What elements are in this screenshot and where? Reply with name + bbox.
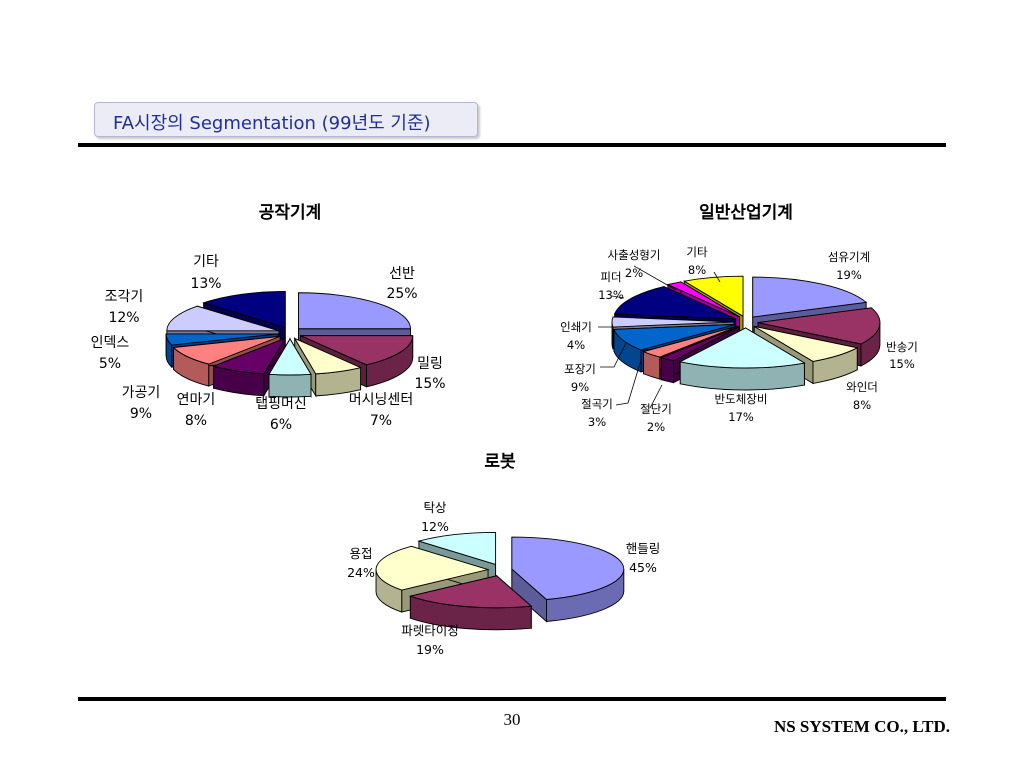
slice-밀링	[300, 335, 414, 366]
slice-label: 탭핑머신	[255, 396, 307, 412]
slice-value: 2%	[647, 420, 665, 434]
slice-포장기	[613, 323, 736, 351]
slice-와인더	[753, 325, 859, 362]
slice-label: 반도체장비	[715, 392, 768, 406]
slice-value: 12%	[421, 519, 449, 534]
slice-반송기	[757, 307, 881, 345]
slice-가공기	[172, 335, 281, 365]
slice-value: 5%	[99, 356, 121, 372]
slice-선반	[298, 292, 411, 330]
slice-value: 13%	[598, 288, 624, 302]
slice-label: 절단기	[640, 402, 672, 416]
slice-탁상	[417, 531, 497, 566]
slice-label: 파렛타이징	[401, 623, 459, 638]
slice-value: 7%	[370, 413, 392, 429]
slice-value: 6%	[270, 417, 292, 433]
slice-피더	[613, 286, 736, 320]
slice-value: 8%	[688, 263, 706, 277]
chart-title: 일반산업기계	[699, 203, 793, 223]
slice-핸들링	[511, 536, 625, 600]
slice-섬유기계	[752, 276, 868, 318]
slice-value: 17%	[728, 410, 754, 424]
slice-value: 8%	[185, 413, 207, 429]
slice-value: 45%	[629, 560, 657, 575]
slice-value: 19%	[836, 268, 862, 282]
leader-line	[611, 295, 625, 299]
slice-value: 19%	[416, 642, 444, 657]
leader-line	[713, 271, 721, 283]
slice-value: 2%	[625, 266, 643, 280]
slice-label: 용접	[349, 546, 372, 561]
slice-반도체장비	[678, 327, 806, 369]
bottom-rule	[78, 697, 946, 701]
slice-value: 3%	[588, 415, 606, 429]
slice-label: 반송기	[886, 340, 918, 354]
slice-label: 탁상	[423, 500, 447, 515]
slice-파렛타이징	[408, 575, 533, 609]
slice-기타	[682, 275, 744, 317]
leader-line	[649, 384, 663, 409]
page-number: 30	[503, 710, 521, 729]
slice-value: 9%	[571, 380, 589, 394]
slice-value: 13%	[190, 276, 221, 292]
top-rule	[78, 143, 946, 147]
leader-line	[615, 359, 642, 406]
slice-value: 24%	[347, 565, 375, 580]
slice-label: 밀링	[417, 356, 443, 372]
chart-title: 공작기계	[259, 203, 322, 223]
leader-line	[600, 342, 627, 368]
slice-label: 조각기	[105, 289, 144, 305]
slice-value: 15%	[889, 357, 915, 371]
slide-title-box: FA시장의 Segmentation (99년도 기준)	[94, 102, 478, 137]
slice-label: 절곡기	[581, 397, 613, 411]
slice-value: 8%	[853, 398, 871, 412]
slice-용접	[375, 545, 490, 591]
slice-탭핑머신	[268, 338, 312, 376]
slice-label: 머시닝센터	[349, 392, 413, 408]
slice-인덱스	[165, 333, 279, 346]
slice-label: 피더	[600, 270, 621, 284]
slice-label: 핸들링	[626, 541, 661, 556]
slice-label: 인덱스	[91, 335, 130, 351]
company-name: NS SYSTEM CO., LTD.	[773, 717, 950, 736]
slice-value: 4%	[567, 338, 585, 352]
slice-label: 포장기	[564, 362, 596, 376]
slice-label: 선반	[389, 266, 415, 282]
slide-title: FA시장의 Segmentation (99년도 기준)	[113, 113, 431, 134]
slice-label: 인쇄기	[560, 320, 592, 334]
slice-label: 와인더	[846, 380, 878, 394]
slice-value: 25%	[386, 286, 417, 302]
slice-label: 가공기	[122, 385, 161, 401]
slice-value: 12%	[108, 310, 139, 326]
slice-절단기	[659, 326, 740, 362]
slice-사출성형기	[666, 281, 740, 318]
slice-label: 기타	[193, 254, 219, 270]
slice-value: 9%	[130, 406, 152, 422]
leader-line	[633, 265, 677, 291]
slice-조각기	[166, 305, 279, 332]
chart-title: 로봇	[484, 452, 516, 472]
slice-기타	[202, 291, 286, 329]
slice-label: 연마기	[177, 392, 216, 408]
slice-연마기	[212, 337, 286, 375]
slice-머시닝센터	[293, 337, 363, 375]
slice-label: 기타	[686, 245, 708, 259]
slice-label: 사출성형기	[608, 248, 661, 262]
slice-절곡기	[642, 325, 738, 358]
slice-label: 섬유기계	[828, 250, 870, 264]
slice-value: 15%	[414, 376, 445, 392]
leader-lines	[598, 265, 721, 409]
